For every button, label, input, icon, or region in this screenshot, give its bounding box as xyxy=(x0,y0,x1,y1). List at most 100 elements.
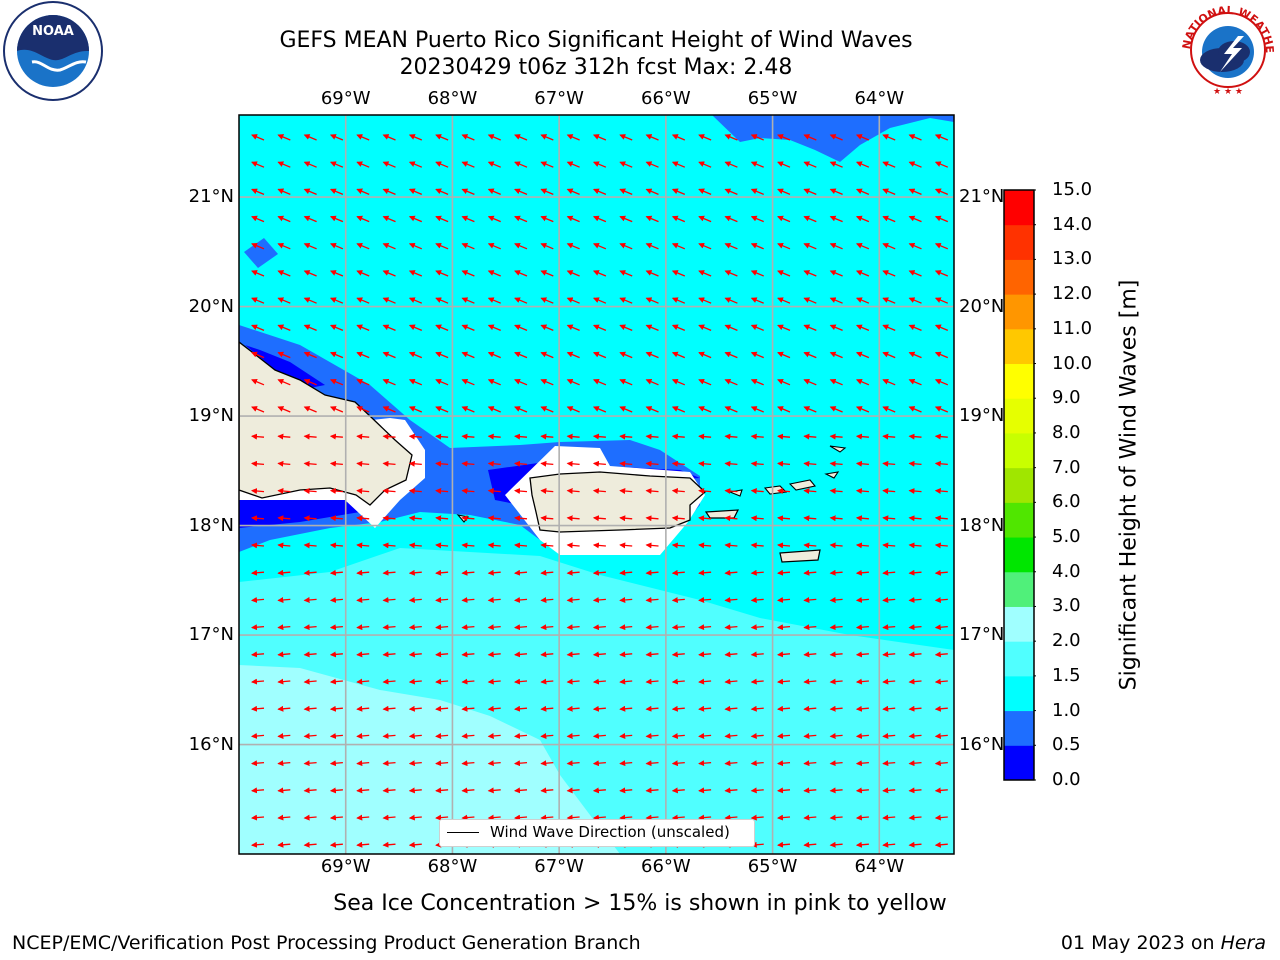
wave-direction-arrow xyxy=(408,841,422,848)
wave-direction-arrow xyxy=(329,433,343,440)
wave-direction-arrow xyxy=(934,378,949,386)
wave-direction-arrow xyxy=(303,324,317,331)
wave-direction-arrow xyxy=(829,351,843,359)
wave-direction-arrow xyxy=(698,134,712,141)
wave-direction-arrow xyxy=(540,488,554,495)
legend-line-symbol xyxy=(447,832,479,833)
wave-direction-arrow xyxy=(698,242,712,250)
wave-direction-arrow xyxy=(750,270,764,277)
wave-direction-arrow xyxy=(487,460,501,467)
wave-direction-arrow xyxy=(251,651,265,658)
wave-direction-arrow xyxy=(777,542,791,549)
wave-direction-arrow xyxy=(251,351,265,359)
wave-direction-arrow xyxy=(671,297,686,304)
wave-direction-arrow xyxy=(671,732,685,739)
wave-direction-arrow xyxy=(724,732,738,739)
wave-direction-arrow xyxy=(882,569,896,576)
wave-direction-arrow xyxy=(908,760,922,767)
wave-direction-arrow xyxy=(829,651,843,658)
wave-direction-arrow xyxy=(619,406,633,413)
wave-direction-arrow xyxy=(566,242,580,250)
wave-direction-arrow xyxy=(408,624,422,631)
wave-direction-arrow xyxy=(855,433,869,440)
wave-direction-arrow xyxy=(750,515,764,522)
wave-direction-arrow xyxy=(803,678,817,685)
wave-direction-arrow xyxy=(777,378,791,386)
wave-direction-arrow xyxy=(645,406,659,413)
wave-direction-arrow xyxy=(724,624,738,631)
wave-direction-arrow xyxy=(408,188,423,195)
wave-direction-arrow xyxy=(698,378,712,386)
wave-direction-arrow xyxy=(251,515,265,522)
wave-direction-arrow xyxy=(435,433,449,440)
wave-direction-arrow xyxy=(777,760,791,767)
wave-direction-arrow xyxy=(277,406,291,413)
wave-direction-arrow xyxy=(408,270,423,277)
wave-direction-arrow xyxy=(303,678,317,685)
wave-direction-arrow xyxy=(435,569,449,576)
wave-direction-arrow xyxy=(356,134,370,141)
colorbar-segment xyxy=(1004,363,1034,399)
wave-direction-arrow xyxy=(908,324,922,331)
wave-direction-arrow xyxy=(908,297,922,304)
wave-direction-arrow xyxy=(908,515,922,522)
wave-direction-arrow xyxy=(461,651,475,658)
wave-direction-arrow xyxy=(514,188,528,195)
wave-direction-arrow xyxy=(855,351,870,359)
wave-direction-arrow xyxy=(329,678,343,685)
wave-direction-arrow xyxy=(619,134,633,141)
wave-direction-arrow xyxy=(514,705,528,712)
wave-direction-arrow xyxy=(777,433,791,440)
wave-direction-arrow xyxy=(855,596,869,603)
wave-direction-arrow xyxy=(698,624,712,631)
wave-direction-arrow xyxy=(829,161,843,168)
wave-direction-arrow xyxy=(356,188,370,195)
wave-direction-arrow xyxy=(408,406,423,413)
wave-direction-arrow xyxy=(540,651,554,658)
wave-direction-arrow xyxy=(382,596,396,603)
wave-direction-arrow xyxy=(934,460,948,467)
wave-direction-arrow xyxy=(803,515,817,522)
wave-direction-arrow xyxy=(251,188,265,195)
wave-direction-arrow xyxy=(645,787,659,794)
wave-direction-arrow xyxy=(356,678,370,685)
wave-direction-arrow xyxy=(619,596,633,603)
wave-direction-arrow xyxy=(934,134,949,141)
wave-direction-arrow xyxy=(934,515,948,522)
wave-direction-arrow xyxy=(592,787,606,794)
wave-direction-arrow xyxy=(487,542,501,549)
wave-direction-arrow xyxy=(303,651,317,658)
credit-date: 01 May 2023 on xyxy=(1060,932,1221,954)
wave-direction-arrow xyxy=(619,515,633,522)
wave-direction-arrow xyxy=(356,814,370,821)
wave-direction-arrow xyxy=(251,324,265,331)
wave-direction-arrow xyxy=(882,705,896,712)
wave-direction-arrow xyxy=(435,787,449,794)
wave-direction-arrow xyxy=(408,297,423,304)
wave-direction-arrow xyxy=(619,488,633,495)
wave-direction-arrow xyxy=(514,270,528,277)
colorbar-label: Significant Height of Wind Waves [m] xyxy=(1100,190,1158,780)
wave-direction-arrow xyxy=(408,705,422,712)
wave-direction-arrow xyxy=(540,188,554,195)
wave-direction-arrow xyxy=(461,242,475,250)
wave-direction-arrow xyxy=(277,460,291,467)
wave-direction-arrow xyxy=(698,814,712,821)
wave-direction-arrow xyxy=(514,134,528,141)
wave-direction-arrow xyxy=(566,188,580,195)
colorbar-tick-label: 5.0 xyxy=(1052,526,1081,548)
wave-direction-arrow xyxy=(435,542,449,549)
wave-direction-arrow xyxy=(698,787,712,794)
colorbar-segment xyxy=(1004,294,1034,330)
wave-direction-arrow xyxy=(435,161,449,168)
wave-direction-arrow xyxy=(671,188,686,195)
wave-direction-arrow xyxy=(619,787,633,794)
wave-direction-arrow xyxy=(251,270,265,277)
wave-direction-arrow xyxy=(303,732,317,739)
wave-direction-arrow xyxy=(540,515,554,522)
wave-direction-arrow xyxy=(829,378,843,386)
wave-direction-arrow xyxy=(329,134,344,141)
wave-field-0-0.5-a xyxy=(245,345,325,390)
wave-direction-arrow xyxy=(566,678,580,685)
wave-direction-arrow xyxy=(487,297,501,304)
